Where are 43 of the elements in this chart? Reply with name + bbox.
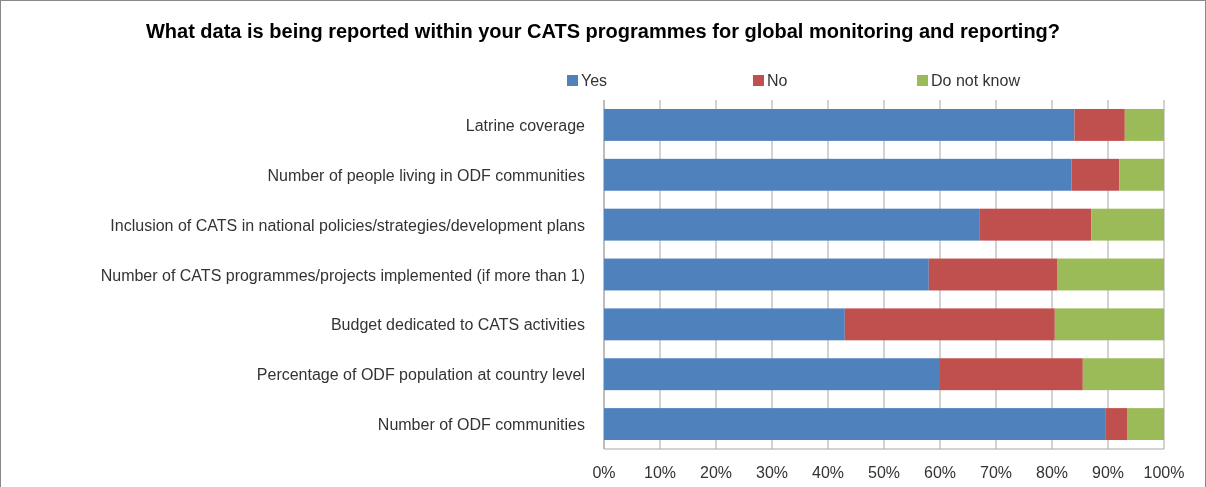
x-tick-label: 80% <box>1035 464 1069 481</box>
bar <box>604 308 845 341</box>
bar <box>604 208 980 241</box>
bar <box>1071 158 1120 191</box>
bar <box>979 208 1092 241</box>
x-tick-label: 70% <box>979 464 1013 481</box>
bar <box>604 408 1106 441</box>
bar <box>844 308 1055 341</box>
y-tick-label: Number of CATS programmes/projects implemented (if more than 1) <box>100 266 585 284</box>
y-tick-label: Number of people living in ODF communities <box>267 166 585 184</box>
x-tick-label: 90% <box>1091 464 1125 481</box>
bar <box>1054 308 1164 341</box>
x-tick-label: 40% <box>811 464 845 481</box>
y-tick-label: Latrine coverage <box>465 116 586 134</box>
bar <box>1091 208 1164 241</box>
bar <box>928 258 1058 291</box>
x-tick-label: 20% <box>699 464 733 481</box>
legend-label: Do not know <box>931 72 1021 89</box>
bar <box>604 158 1072 191</box>
x-tick-label: 0% <box>592 464 616 481</box>
legend-label: Yes <box>581 72 608 89</box>
bar <box>604 258 929 291</box>
x-tick-label: 10% <box>643 464 677 481</box>
y-tick-label: Inclusion of CATS in national policies/strategies/development plans <box>110 216 585 234</box>
chart-title: What data is being reported within your CATS programmes for global monitoring and reporting? <box>145 20 1061 42</box>
x-tick-label: 100% <box>1143 464 1185 481</box>
y-tick-label: Number of ODF communities <box>377 416 585 434</box>
bar <box>1082 358 1164 391</box>
x-tick-label: 30% <box>755 464 789 481</box>
y-tick-label: Percentage of ODF population at country level <box>256 366 585 384</box>
bar <box>1127 408 1164 441</box>
bar <box>1119 158 1164 191</box>
bar <box>1105 408 1128 441</box>
bar <box>940 358 1083 391</box>
y-tick-label: Budget dedicated to CATS activities <box>330 316 585 334</box>
x-tick-label: 50% <box>867 464 901 481</box>
x-tick-label: 60% <box>923 464 957 481</box>
bar <box>604 108 1075 141</box>
bar <box>1124 108 1164 141</box>
legend-label: No <box>767 72 788 89</box>
bar <box>1057 258 1164 291</box>
bar <box>1074 108 1125 141</box>
bar <box>604 358 940 391</box>
